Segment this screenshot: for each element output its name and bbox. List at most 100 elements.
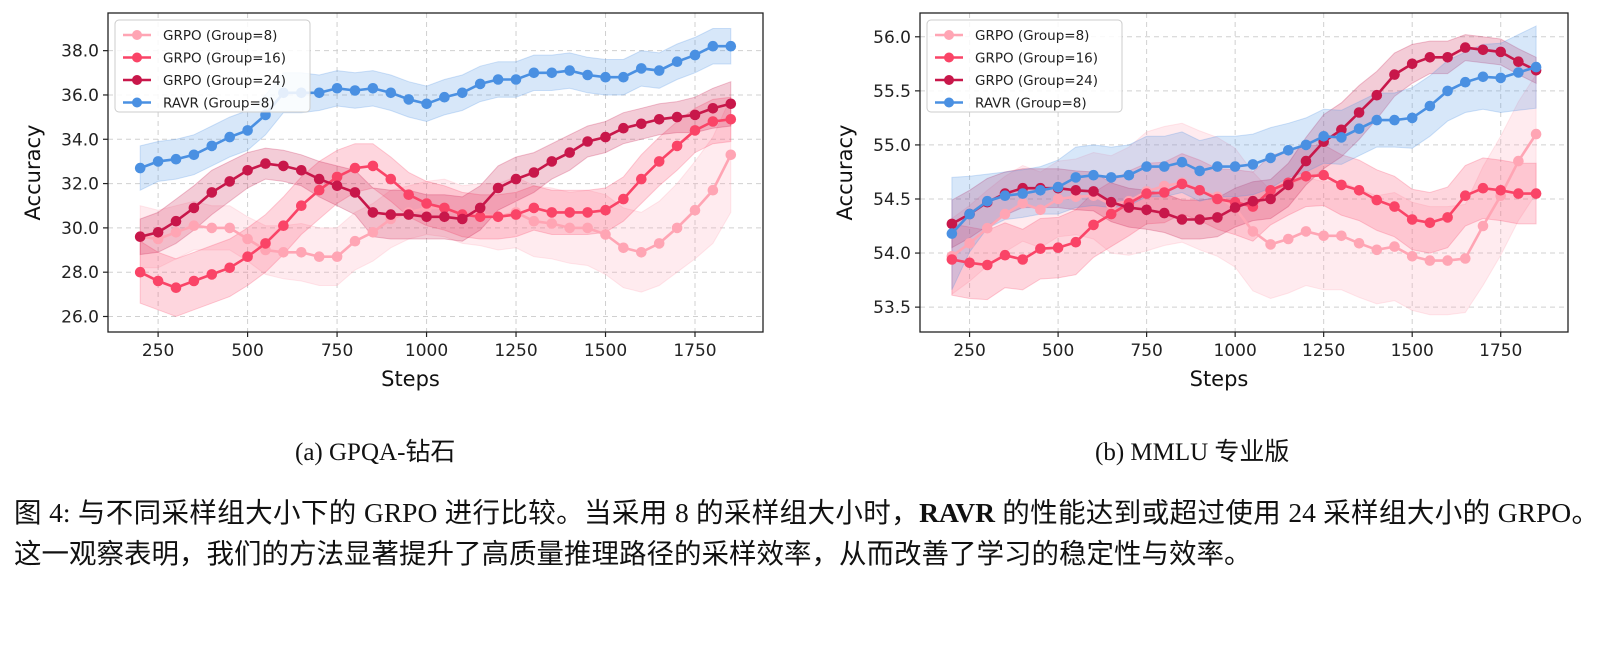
point-grpo-group-24 [152,227,164,238]
point-grpo-group-24 [296,165,307,176]
point-grpo-group-8 [1300,226,1312,237]
point-grpo-group-16 [1406,214,1418,225]
point-grpo-group-24 [1070,185,1082,196]
point-grpo-group-8 [1353,238,1365,249]
point-grpo-group-8 [170,227,182,238]
point-grpo-group-16 [242,251,253,262]
y-tick-label: 54.0 [873,244,911,264]
y-tick-label: 53.5 [873,298,911,318]
legend-marker [944,52,954,63]
y-tick-label: 32.0 [61,175,99,195]
point-ravr-group-8 [671,56,683,67]
point-grpo-group-24 [1460,42,1471,53]
point-ravr-group-8 [1406,112,1418,124]
point-grpo-group-8 [188,220,200,231]
y-axis-title: Accuracy [833,125,857,221]
y-tick-label: 26.0 [61,307,99,327]
point-ravr-group-8 [1424,100,1436,112]
x-tick-label: 1500 [1391,341,1434,361]
point-ravr-group-8 [546,67,558,79]
point-grpo-group-24 [260,158,271,169]
point-grpo-group-16 [1212,193,1223,205]
point-grpo-group-16 [1159,187,1170,198]
line-grpo-group-8 [140,154,732,259]
point-grpo-group-16 [421,198,432,209]
legend: GRPO (Group=8) GRPO (Group=16) GRPO (Group… [926,19,1123,113]
point-grpo-group-8 [1460,253,1471,264]
legend-label: GRPO (Group=16) [163,51,286,67]
point-grpo-group-8 [1336,230,1347,242]
point-grpo-group-16 [1035,243,1046,254]
point-grpo-group-24 [349,187,361,198]
point-grpo-group-16 [206,269,218,280]
y-tick-label: 54.5 [873,190,911,210]
point-grpo-group-8 [546,218,558,229]
chart-gpqa-diamond: 250 500 750 1000 1250 1500 1750 26.0 28.0 30.0 32.… [21,12,764,391]
point-grpo-group-16 [188,275,200,287]
point-ravr-group-8 [689,49,701,61]
point-grpo-group-24 [206,187,218,198]
subcaption-b: (b) MMLU 专业版 [1095,439,1290,466]
point-grpo-group-8 [707,184,719,196]
point-ravr-group-8 [188,149,200,161]
legend: GRPO (Group=8) GRPO (Group=16) GRPO (Group… [114,19,311,113]
point-grpo-group-8 [964,238,975,249]
point-grpo-group-24 [946,218,958,230]
x-tick-label: 1750 [673,341,716,361]
point-grpo-group-24 [1442,52,1453,63]
point-grpo-group-16 [689,125,701,136]
point-ravr-group-8 [1088,169,1099,181]
point-grpo-group-16 [474,211,486,223]
point-grpo-group-24 [1229,202,1241,213]
point-grpo-group-16 [1477,182,1489,194]
point-grpo-group-24 [653,114,665,125]
point-grpo-group-16 [1353,185,1365,196]
point-grpo-group-24 [1283,179,1294,191]
point-grpo-group-24 [1247,195,1259,207]
series-grpo-group-24 [134,98,737,242]
point-grpo-group-8 [725,149,737,161]
band-grpo-group-16- [951,144,1537,301]
point-grpo-group-16 [1530,188,1542,199]
point-ravr-group-8 [492,74,504,85]
point-ravr-group-8 [636,63,647,74]
point-grpo-group-8 [1371,244,1383,256]
point-ravr-group-8 [600,71,611,83]
point-ravr-group-8 [1353,123,1365,134]
point-grpo-group-8 [1035,204,1046,216]
point-grpo-group-16 [1265,185,1276,196]
x-tick-label: 500 [231,341,263,361]
point-grpo-group-16 [134,266,146,278]
point-grpo-group-16 [1017,254,1028,265]
point-grpo-group-8 [636,247,647,258]
point-ravr-group-8 [242,125,253,136]
point-ravr-group-8 [1460,76,1471,88]
point-grpo-group-16 [367,160,379,172]
point-ravr-group-8 [1212,161,1223,172]
point-ravr-group-8 [1194,165,1205,177]
subcaption-a: (a) GPQA-钻石 [295,439,456,466]
band-ravr-group-8- [139,28,732,192]
point-ravr-group-8 [1530,61,1542,73]
point-grpo-group-8 [278,247,289,258]
point-ravr-group-8 [367,83,379,94]
point-grpo-group-16 [1300,171,1312,182]
point-grpo-group-16 [403,189,415,200]
y-tick-label: 28.0 [61,263,99,283]
ticks: 250 500 750 1000 1250 1500 1750 26.0 28.0 30.0 32.… [61,42,716,361]
point-grpo-group-24 [1141,204,1152,216]
point-ravr-group-8 [1477,71,1489,83]
legend-label: GRPO (Group=8) [975,28,1089,44]
legend-marker [132,30,142,40]
x-tick-label: 1500 [584,341,627,361]
point-grpo-group-24 [1212,212,1223,223]
point-grpo-group-16 [260,238,271,249]
point-grpo-group-8 [600,229,611,240]
point-grpo-group-8 [582,222,593,234]
point-grpo-group-24 [600,131,611,143]
point-ravr-group-8 [1442,85,1453,97]
x-axis-title: Steps [381,367,440,391]
point-grpo-group-24 [421,211,432,223]
point-grpo-group-16 [278,220,289,231]
legend-marker [944,30,954,40]
